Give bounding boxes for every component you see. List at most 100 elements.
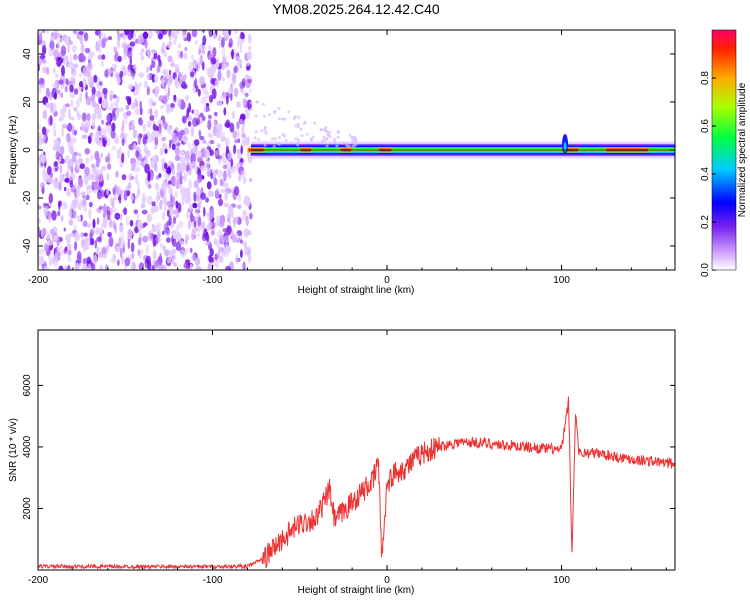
- spectrogram-noise-speckle: [108, 69, 114, 74]
- spectrogram-noise-speckle: [139, 119, 144, 126]
- spectrogram-noise-speckle: [217, 229, 223, 240]
- spectrogram-noise-speckle: [198, 129, 202, 138]
- spectrogram-noise-speckle: [118, 196, 121, 201]
- spectrogram-noise-speckle: [230, 92, 233, 101]
- spectrogram-noise-speckle: [55, 33, 62, 38]
- spectrogram-image: [38, 30, 675, 270]
- spectrogram-noise-speckle: [241, 78, 246, 88]
- spectrogram-noise-speckle: [127, 30, 133, 41]
- spectrogram-noise-speckle: [236, 121, 240, 130]
- spectrogram-noise-speckle: [190, 71, 195, 78]
- spectrogram-noise-speckle: [124, 257, 131, 267]
- spectrogram-noise-speckle: [100, 32, 106, 39]
- spectrogram-noise-speckle: [129, 219, 134, 227]
- spectrogram-noise-speckle: [50, 172, 53, 178]
- spectrogram-noise-speckle: [184, 138, 188, 145]
- spectrogram-noise-speckle: [64, 177, 70, 183]
- spectrogram-noise-speckle: [202, 35, 207, 46]
- spectrogram-noise-speckle: [161, 77, 165, 88]
- spectrogram-noise-speckle: [228, 86, 234, 94]
- spectrogram-noise-speckle: [143, 143, 148, 153]
- spectrogram-noise-speckle: [228, 42, 232, 48]
- spectrogram-noise-speckle: [212, 125, 218, 137]
- spectrogram-noise-speckle: [182, 30, 186, 40]
- spectrogram-noise-speckle: [161, 181, 168, 192]
- spectrogram-noise-speckle: [229, 122, 235, 133]
- spectrogram-noise-speckle: [58, 202, 61, 211]
- spectrogram-noise-speckle: [193, 108, 199, 117]
- spectrogram-noise-speckle: [43, 266, 50, 270]
- spectrogram-noise-speckle: [233, 30, 239, 35]
- spectrogram-noise-speckle: [90, 51, 95, 57]
- spectrogram-noise-speckle: [73, 63, 79, 68]
- spectrogram-noise-speckle: [90, 163, 96, 168]
- spectrogram-noise-speckle: [199, 76, 205, 86]
- spectrogram-faint-speckle: [322, 135, 326, 139]
- spectrogram-faint-speckle: [305, 132, 309, 136]
- spectrogram-noise-speckle: [73, 88, 79, 95]
- spectrogram-faint-speckle: [263, 143, 267, 147]
- spectrogram-noise-speckle: [125, 95, 130, 101]
- spectrogram-noise-speckle: [106, 209, 111, 221]
- spectrogram-noise-speckle: [202, 30, 205, 33]
- spectrogram-noise-speckle: [116, 76, 121, 85]
- colorbar-tick-label: 0.8: [700, 71, 711, 85]
- spectrogram-faint-speckle: [320, 140, 324, 144]
- spectrogram-noise-speckle: [65, 103, 70, 108]
- spectrogram-noise-speckle: [191, 160, 196, 170]
- spectrogram-noise-speckle: [249, 178, 253, 182]
- spectrogram-noise-speckle: [240, 118, 243, 124]
- spectrogram-noise-speckle: [186, 161, 189, 167]
- spectrogram-noise-speckle: [49, 40, 55, 51]
- spectrogram-noise-speckle: [210, 172, 214, 180]
- spectrogram-noise-speckle: [152, 237, 157, 247]
- spectrogram-noise-speckle: [53, 92, 58, 100]
- spectrogram-noise-speckle: [67, 255, 72, 263]
- spectrogram-noise-speckle: [107, 36, 113, 41]
- spectrogram-noise-speckle: [80, 121, 85, 132]
- spectrogram-faint-speckle: [294, 137, 298, 141]
- spectrogram-noise-speckle: [95, 169, 102, 176]
- spectrogram-noise-speckle: [129, 124, 136, 131]
- spectrogram-noise-speckle: [240, 239, 243, 244]
- colorbar-gradient: [711, 29, 737, 271]
- spectrogram-noise-speckle: [91, 86, 96, 95]
- spectrogram-noise-speckle: [167, 124, 172, 134]
- spectrogram-noise-speckle: [110, 129, 116, 139]
- spectrogram-noise-speckle: [156, 65, 160, 74]
- spectrogram-noise-speckle: [154, 74, 159, 83]
- spectrogram-noise-speckle: [114, 212, 121, 220]
- spectrogram-noise-speckle: [63, 202, 68, 210]
- spectrogram-noise-speckle: [247, 79, 253, 84]
- spectrogram-noise-speckle: [172, 216, 177, 225]
- spectrogram-noise-speckle: [114, 137, 120, 144]
- spectrogram-noise-speckle: [126, 69, 132, 77]
- spectrogram-faint-speckle: [262, 114, 266, 118]
- spectrogram-noise-speckle: [133, 91, 138, 96]
- spectrogram-noise-speckle: [133, 129, 137, 138]
- spectrogram-noise-speckle: [160, 157, 166, 164]
- spectrogram-noise-speckle: [217, 70, 222, 81]
- spectrogram-noise-speckle: [77, 205, 81, 210]
- spectrogram-noise-speckle: [178, 71, 184, 81]
- spectrogram-noise-speckle: [224, 235, 230, 243]
- spectrogram-noise-speckle: [153, 131, 160, 137]
- spectrogram-faint-speckle: [345, 142, 349, 146]
- spectrogram-faint-speckle: [319, 128, 323, 132]
- spectrogram-noise-speckle: [64, 265, 68, 270]
- spectrogram-noise-speckle: [175, 241, 182, 251]
- spectrogram-noise-speckle: [209, 149, 214, 156]
- spectrogram-noise-speckle: [78, 31, 84, 35]
- spectrogram-faint-speckle: [263, 126, 267, 130]
- snr-y-label: SNR (10 * v/v): [8, 418, 19, 482]
- spectrogram-noise-speckle: [239, 63, 242, 69]
- spectrogram-faint-speckle: [268, 113, 272, 117]
- spectrogram-noise-speckle: [162, 142, 167, 150]
- spectrogram-noise-speckle: [41, 259, 45, 264]
- spectrogram-noise-speckle: [179, 170, 183, 182]
- spectrogram-noise-speckle: [197, 202, 201, 210]
- snr-xtick-label: 100: [553, 575, 570, 586]
- figure-title: YM08.2025.264.12.42.C40: [272, 1, 440, 17]
